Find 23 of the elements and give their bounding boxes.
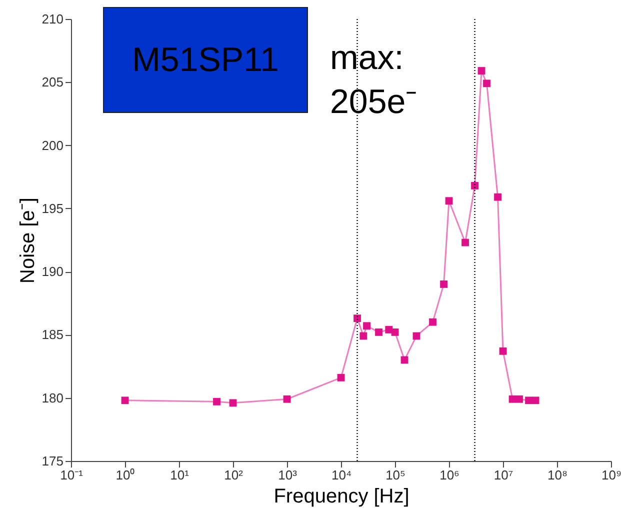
y-tick-label: 200 [42, 138, 64, 153]
annotation: max: 205e⁻ [330, 38, 418, 123]
y-axis-title: Noise [e⁻] [16, 198, 39, 284]
x-tick-label: 10¹ [170, 468, 190, 482]
x-tick-label: 10⁸ [548, 468, 568, 482]
y-tick-label: 175 [42, 454, 64, 468]
x-tick-label: 10⁹ [601, 468, 621, 482]
x-tick-label: 10⁵ [386, 468, 406, 482]
x-tick-label: 10⁴ [331, 468, 352, 482]
y-tick-label: 180 [42, 390, 64, 406]
x-tick-label: 10⁷ [494, 468, 514, 482]
label-box: M51SP11 [103, 7, 308, 113]
x-tick-label: 10⁻¹ [60, 468, 84, 482]
y-tick-label: 185 [42, 327, 64, 342]
x-tick-label: 10⁶ [440, 468, 460, 482]
x-axis-title: Frequency [Hz] [274, 486, 410, 508]
y-tick-label: 195 [42, 200, 64, 216]
x-tick-label: 10⁰ [116, 468, 136, 482]
x-tick-label: 10³ [278, 468, 298, 482]
y-tick-label: 190 [42, 264, 64, 280]
y-tick-label: 210 [42, 12, 64, 26]
y-tick-label: 205 [42, 74, 64, 90]
x-tick-label: 10² [224, 468, 244, 482]
